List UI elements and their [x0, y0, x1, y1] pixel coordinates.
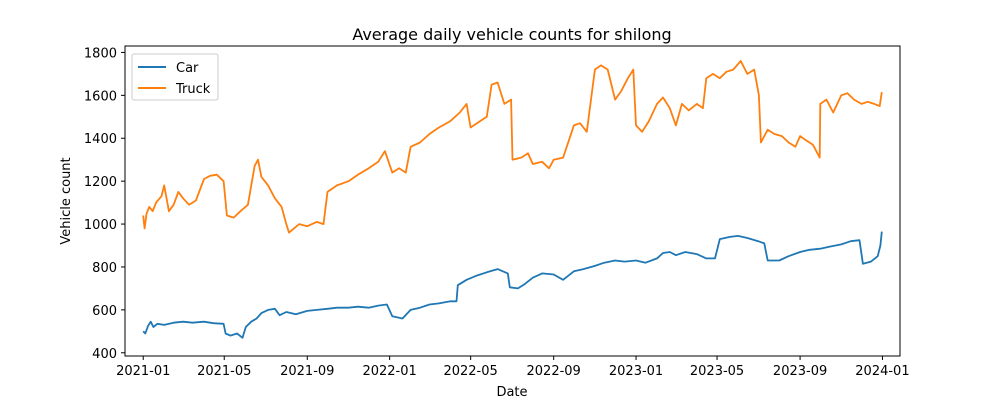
- y-tick-label: 1800: [84, 46, 117, 61]
- series-line-car: [142, 231, 883, 339]
- x-tick-label: 2021-05: [197, 364, 251, 379]
- x-tick-label: 2024-01: [855, 364, 909, 379]
- y-axis: 400 600 800 1000 1200 1400 1600 1800: [84, 46, 125, 362]
- x-tick-label: 2022-09: [527, 364, 581, 379]
- y-tick-label: 400: [92, 347, 117, 362]
- plot-frame: [124, 45, 901, 357]
- series-line-truck: [142, 60, 883, 234]
- y-tick-label: 1600: [84, 89, 117, 104]
- x-tick-label: 2023-09: [773, 364, 827, 379]
- x-tick-label: 2022-01: [362, 364, 416, 379]
- legend: Car Truck: [131, 53, 219, 101]
- legend-label-car: Car: [176, 61, 199, 76]
- y-tick-label: 1200: [84, 175, 117, 190]
- chart-title: Average daily vehicle counts for shilong: [352, 25, 671, 44]
- x-tick-label: 2021-01: [116, 364, 170, 379]
- y-tick-label: 1400: [84, 132, 117, 147]
- series-layer: [142, 60, 883, 339]
- x-axis-label: Date: [496, 385, 527, 400]
- x-tick-label: 2021-09: [280, 364, 334, 379]
- y-axis-label: Vehicle count: [59, 157, 74, 244]
- legend-label-truck: Truck: [175, 82, 211, 97]
- y-tick-label: 800: [92, 261, 117, 276]
- x-axis: 2021-01 2021-05 2021-09 2022-01 2022-05 2022-…: [116, 356, 910, 379]
- x-tick-label: 2022-05: [443, 364, 497, 379]
- x-tick-label: 2023-05: [690, 364, 744, 379]
- y-tick-label: 1000: [84, 218, 117, 233]
- y-tick-label: 600: [92, 304, 117, 319]
- x-tick-label: 2023-01: [609, 364, 663, 379]
